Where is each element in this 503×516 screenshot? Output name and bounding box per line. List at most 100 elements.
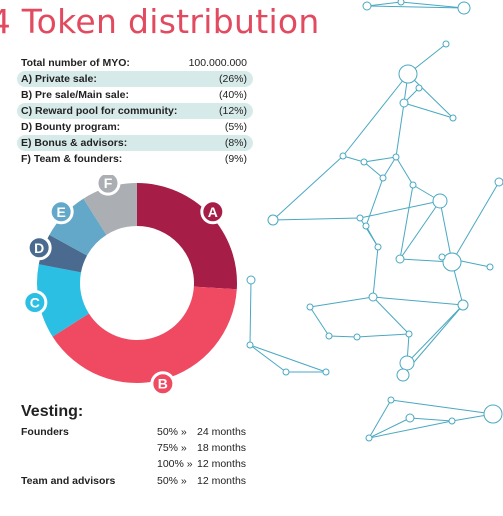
network-line — [363, 161, 384, 179]
vesting-pct: 50% » — [157, 426, 187, 438]
donut-slice-b — [52, 286, 237, 383]
network-line — [382, 156, 397, 179]
network-node — [267, 214, 279, 226]
vesting-title: Vesting: — [21, 403, 84, 420]
network-node — [457, 1, 471, 15]
network-node — [398, 64, 418, 84]
distribution-label-a: A) Private sale: — [21, 73, 97, 85]
network-node — [432, 193, 448, 209]
network-node — [405, 413, 415, 423]
total-row: Total number of MYO: 100.000.000 — [17, 55, 253, 71]
network-node — [442, 252, 462, 272]
network-line — [342, 155, 365, 163]
distribution-label-b: B) Pre sale/Main sale: — [21, 89, 129, 101]
network-line — [328, 335, 358, 338]
vesting-duration: 24 months — [197, 426, 247, 438]
network-node — [379, 174, 387, 182]
slice-label-f: F — [104, 175, 113, 191]
network-node — [483, 404, 503, 424]
distribution-list: Total number of MYO: 100.000.000 A) Priv… — [17, 55, 253, 167]
slice-label-e: E — [57, 204, 66, 220]
network-line — [249, 344, 327, 373]
distribution-row-e: E) Bonus & advisors: (8%) — [17, 135, 253, 151]
distribution-value-f: (9%) — [224, 153, 247, 165]
distribution-row-f: F) Team & founders: (9%) — [17, 151, 253, 167]
network-node — [365, 434, 373, 442]
slice-label-a: A — [208, 204, 218, 220]
network-node — [448, 417, 456, 425]
network-node — [392, 153, 400, 161]
distribution-value-a: (26%) — [218, 73, 247, 85]
network-line — [342, 73, 409, 157]
network-line — [399, 200, 441, 260]
vesting-who: Team and advisors — [21, 475, 116, 487]
network-line — [406, 304, 464, 364]
total-label: Total number of MYO: — [21, 57, 130, 69]
network-line — [365, 177, 384, 227]
network-node — [322, 368, 330, 376]
distribution-label-f: F) Team & founders: — [21, 153, 123, 165]
slice-badge-a — [200, 199, 226, 225]
network-line — [368, 417, 411, 439]
network-node — [409, 181, 417, 189]
network-node — [306, 303, 314, 311]
distribution-row-a: A) Private sale: (26%) — [17, 71, 253, 87]
slice-label-d: D — [34, 240, 44, 256]
distribution-value-c: (12%) — [218, 105, 247, 117]
donut-slice-c — [37, 264, 89, 337]
donut-slice-e — [49, 198, 107, 256]
network-node — [415, 84, 423, 92]
network-node — [325, 332, 333, 340]
network-node — [362, 222, 370, 230]
vesting-pct: 75% » — [157, 442, 187, 454]
network-line — [372, 296, 410, 335]
network-line — [363, 156, 397, 163]
network-node — [353, 333, 361, 341]
network-line — [368, 420, 453, 439]
slice-label-b: B — [158, 376, 168, 392]
distribution-value-d: (5%) — [224, 121, 247, 133]
network-line — [356, 333, 410, 338]
network-node — [360, 158, 368, 166]
network-node — [486, 263, 494, 271]
network-line — [451, 181, 500, 263]
slice-badge-f — [95, 175, 121, 196]
network-node — [395, 254, 405, 264]
title-text: Token distribution — [21, 2, 320, 41]
network-line — [400, 1, 465, 9]
distribution-row-d: D) Bounty program: (5%) — [17, 119, 253, 135]
slice-badge-b — [150, 371, 176, 397]
network-line — [359, 200, 441, 219]
network-line — [407, 73, 454, 119]
network-line — [249, 279, 252, 346]
vesting-duration: 18 months — [197, 442, 247, 454]
donut-slice-a — [137, 183, 237, 290]
network-node — [397, 0, 405, 6]
vesting-who: Founders — [21, 426, 69, 438]
donut-chart: A B C D E F — [22, 175, 237, 397]
network-node — [438, 253, 446, 261]
slice-badge-d — [26, 235, 52, 261]
network-line — [395, 156, 414, 186]
vesting-duration: 12 months — [197, 475, 247, 487]
distribution-row-c: C) Reward pool for community: (12%) — [17, 103, 253, 119]
network-node — [449, 114, 457, 122]
network-line — [366, 5, 465, 9]
network-line — [372, 296, 464, 306]
distribution-value-b: (40%) — [218, 89, 247, 101]
distribution-row-b: B) Pre sale/Main sale: (40%) — [17, 87, 253, 103]
distribution-label-d: D) Bounty program: — [21, 121, 121, 133]
vesting-pct: 100% » — [157, 458, 193, 470]
donut-slice-f — [83, 183, 137, 235]
section-number: 4 — [0, 2, 11, 41]
network-line — [249, 344, 287, 373]
network-line — [399, 184, 414, 260]
network-node — [405, 330, 413, 338]
network-node — [246, 341, 254, 349]
network-line — [272, 217, 361, 221]
distribution-value-e: (8%) — [224, 137, 247, 149]
network-line — [368, 399, 392, 439]
network-line — [359, 217, 379, 248]
network-node — [457, 299, 469, 311]
network-node — [442, 40, 450, 48]
